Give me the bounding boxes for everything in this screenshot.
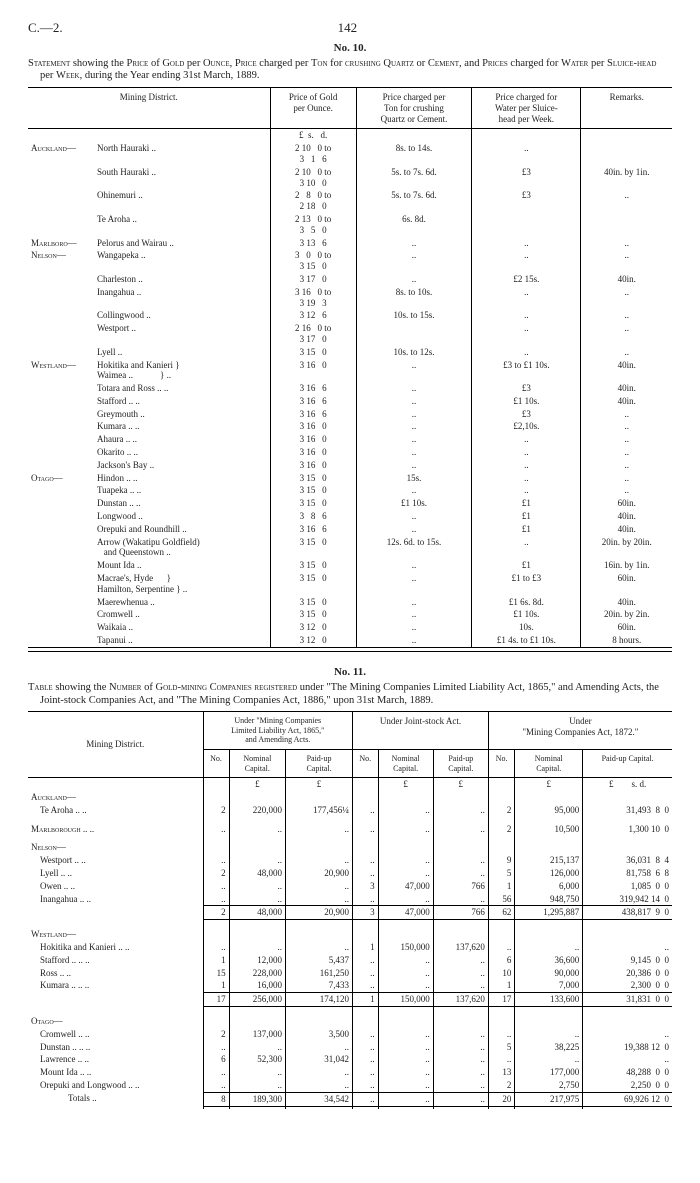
table-row: Ohinemuri ..2 8 0 to 2 18 05s. to 7s. 6d…: [28, 189, 672, 213]
table-row: Owen .. ........347,00076616,0001,085 0 …: [28, 880, 672, 893]
table-row: Mount Ida ..3 15 0..£116in. by 1in.: [28, 559, 672, 572]
table11-no: No. 11.: [28, 666, 672, 679]
th-remarks: Remarks.: [581, 87, 672, 128]
table-row: Collingwood ..3 12 610s. to 15s.....: [28, 309, 672, 322]
th11-c-no: No.: [488, 749, 514, 777]
table-row: Longwood ..3 8 6..£140in.: [28, 510, 672, 523]
table-row: Hokitika and Kanieri .. ........1150,000…: [28, 941, 672, 954]
table-row: Totara and Ross .. ..3 16 6..£340in.: [28, 382, 672, 395]
table-row: Inangahua ..3 16 0 to 3 19 38s. to 10s..…: [28, 286, 672, 310]
table11-intro: Table showing the Number of Gold-mining …: [28, 682, 672, 707]
group-row: Marlborough .. ..............210,5001,30…: [28, 823, 672, 836]
th11-joint: Under Joint-stock Act.: [353, 712, 489, 750]
table-row: Macrae's, Hyde } Hamilton, Serpentine } …: [28, 572, 672, 596]
group-row: Otago—: [28, 1015, 672, 1028]
table-row: Orepuki and Longwood .. ..............22…: [28, 1079, 672, 1092]
table-row: Orepuki and Roundhill ..3 16 6..£140in.: [28, 523, 672, 536]
table-row: Marlboro—Pelorus and Wairau ..3 13 6....…: [28, 237, 672, 250]
th11-a-nom: Nominal Capital.: [229, 749, 285, 777]
group-row: Westland—: [28, 928, 672, 941]
table10-intro: Statement showing the Price of Gold per …: [28, 58, 672, 83]
table-row: Cromwell ..3 15 0..£1 10s.20in. by 2in.: [28, 608, 672, 621]
table-row: Ahaura .. ..3 16 0......: [28, 433, 672, 446]
table-row: Kumara .. ..3 16 0..£2,10s...: [28, 420, 672, 433]
th11-c-nom: Nominal Capital.: [515, 749, 583, 777]
table10-no: No. 10.: [28, 42, 672, 55]
table-row: Stafford .. ..3 16 6..£1 10s.40in.: [28, 395, 672, 408]
table-row: Te Aroha ..2 13 0 to 3 5 06s. 8d.: [28, 213, 672, 237]
th11-a-no: No.: [203, 749, 229, 777]
table-row: Tapanui ..3 12 0..£1 4s. to £1 10s.8 hou…: [28, 634, 672, 647]
th11-act1872: Under "Mining Companies Act, 1872.": [488, 712, 672, 750]
table-row: Cromwell .. ..2137,0003,500............: [28, 1028, 672, 1041]
table-row: South Hauraki ..2 10 0 to 3 10 05s. to 7…: [28, 166, 672, 190]
table-row: Mount Ida .. ..............13177,00048,2…: [28, 1066, 672, 1079]
subtotal-row: Totals ..8189,30034,542......20217,97569…: [28, 1092, 672, 1106]
table-row: Te Aroha .. ..2220,000177,456¼......295,…: [28, 804, 672, 817]
th11-act1865: Under "Mining Companies Limited Liabilit…: [203, 712, 353, 750]
table-row: Lyell .. ..248,00020,900......5126,00081…: [28, 867, 672, 880]
th11-c-paid: Paid-up Capital.: [583, 749, 672, 777]
table-row: Maerewhenua ..3 15 0..£1 6s. 8d.40in.: [28, 596, 672, 609]
table-row: Otago—Hindon .. ..3 15 015s.....: [28, 472, 672, 485]
table-row: Westport ..2 16 0 to 3 17 0....: [28, 322, 672, 346]
th-gold: Price of Gold per Ounce.: [270, 87, 356, 128]
th11-district: Mining District.: [28, 712, 203, 778]
table-row: Lyell ..3 15 010s. to 12s.....: [28, 346, 672, 359]
table-row: Ross .. ..15228,000161,250......1090,000…: [28, 967, 672, 980]
table-row: Waikaia ..3 12 0..10s.60in.: [28, 621, 672, 634]
table-row: Auckland—North Hauraki ..2 10 0 to 3 1 6…: [28, 142, 672, 166]
table-row: Inangahua .. ..............56948,750319,…: [28, 893, 672, 906]
table-row: Jackson's Bay ..3 16 0......: [28, 459, 672, 472]
subtotal-row: 17256,000174,1201150,000137,62017133,600…: [28, 993, 672, 1007]
table-row: Stafford .. .. ..112,0005,437......636,6…: [28, 954, 672, 967]
th11-a-paid: Paid-up Capital.: [286, 749, 353, 777]
table-row: Westland—Hokitika and Kanieri } Waimea .…: [28, 359, 672, 383]
table-row: Lawrence .. ..652,30031,042............: [28, 1053, 672, 1066]
group-row: Nelson—: [28, 841, 672, 854]
table-row: Dunstan .. ..3 15 0£1 10s.£160in.: [28, 497, 672, 510]
th-water: Price charged for Water per Sluice- head…: [472, 87, 581, 128]
page-header: C.—2. 142: [28, 20, 672, 36]
table-row: Dunstan .. .. ..............538,22519,38…: [28, 1041, 672, 1054]
table10: Mining District. Price of Gold per Ounce…: [28, 87, 672, 652]
th11-b-nom: Nominal Capital.: [378, 749, 433, 777]
report-code: C.—2.: [28, 20, 63, 36]
table-row: Kumara .. .. ..116,0007,433......17,0002…: [28, 979, 672, 992]
subtotal-row: 248,00020,900347,000766621,295,887438,81…: [28, 906, 672, 920]
group-row: Auckland—: [28, 791, 672, 804]
th11-b-no: No.: [353, 749, 379, 777]
th11-b-paid: Paid-up Capital.: [433, 749, 488, 777]
table-row: Charleston ..3 17 0..£2 15s.40in.: [28, 273, 672, 286]
table-row: Greymouth ..3 16 6..£3..: [28, 408, 672, 421]
table-row: Nelson—Wangapeka ..3 0 0 to 3 15 0......: [28, 249, 672, 273]
table-row: Arrow (Wakatipu Goldfield) and Queenstow…: [28, 536, 672, 560]
table-row: Tuapeka .. ..3 15 0......: [28, 484, 672, 497]
table-row: Okarito .. ..3 16 0......: [28, 446, 672, 459]
th-district: Mining District.: [28, 87, 270, 128]
page-number: 142: [338, 20, 358, 36]
table-row: Westport .. ..............9215,13736,031…: [28, 854, 672, 867]
th-ton: Price charged per Ton for crushing Quart…: [356, 87, 472, 128]
table11: Mining District. Under "Mining Companies…: [28, 711, 672, 1108]
